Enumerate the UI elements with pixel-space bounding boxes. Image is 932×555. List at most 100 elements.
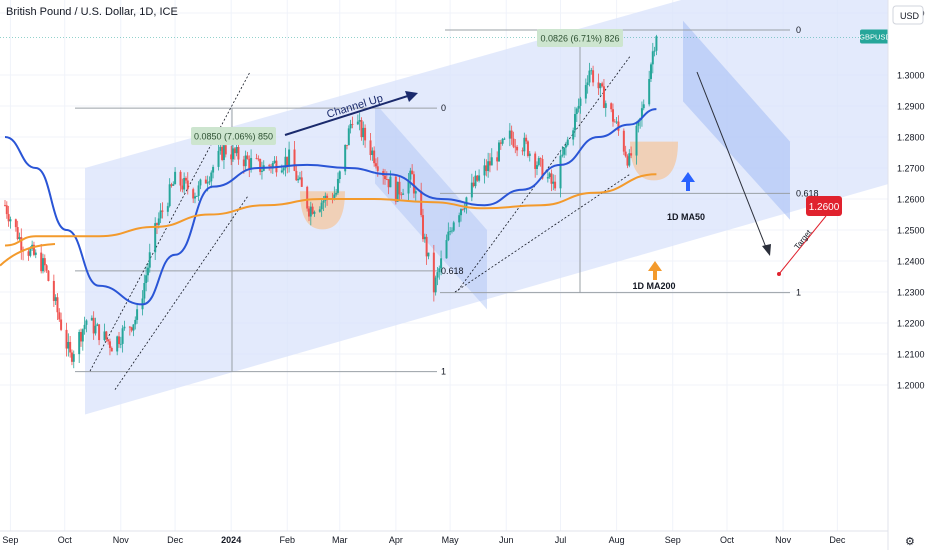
candle-body — [34, 252, 37, 255]
target-price-label: 1.2600 — [809, 202, 840, 213]
candle-body — [344, 144, 347, 172]
measure-label-left: 0.0850 (7.06%) 850 — [194, 132, 273, 142]
candle-body — [508, 130, 511, 139]
candle-body — [286, 156, 289, 166]
candle-body — [116, 336, 119, 352]
ma50-line — [4, 108, 657, 306]
candle-body — [231, 148, 234, 160]
candle-body — [154, 223, 157, 253]
candle-body — [499, 142, 502, 144]
candle-body — [604, 103, 607, 108]
candle-body — [41, 258, 44, 272]
drop-zone — [375, 102, 487, 310]
candle-body — [233, 148, 236, 154]
dotted-channel-lower-right — [454, 173, 631, 293]
candle-body — [586, 82, 589, 86]
candle-body — [170, 184, 173, 186]
candle-body — [438, 268, 441, 273]
candle-body — [155, 223, 158, 225]
candle-body — [20, 237, 23, 251]
y-tick-label: 1.3000 — [897, 71, 925, 81]
fib-0-right: 0 — [796, 25, 801, 35]
candle-body — [601, 83, 604, 87]
candle-body — [347, 128, 350, 146]
candle-body — [512, 138, 515, 147]
candle-body — [224, 145, 227, 155]
candle-body — [18, 237, 21, 240]
candle-body — [90, 317, 93, 321]
candle-body — [461, 209, 464, 210]
candle-body — [45, 265, 48, 271]
candle-body — [445, 240, 448, 259]
candle-body — [588, 70, 591, 83]
candle-body — [85, 320, 88, 325]
projection-arrowhead — [762, 244, 771, 256]
candle-body — [539, 158, 542, 160]
y-tick-label: 1.2000 — [897, 381, 925, 391]
candle-body — [389, 176, 392, 188]
candle-body — [123, 326, 126, 329]
candle-body — [7, 214, 10, 222]
y-tick-label: 1.2900 — [897, 102, 925, 112]
candle-body — [351, 123, 354, 125]
candle-body — [237, 147, 240, 160]
fib-0-left: 0 — [441, 103, 446, 113]
candle-body — [483, 165, 486, 176]
candle-body — [121, 328, 124, 344]
candle-body — [487, 161, 490, 172]
candle-body — [257, 158, 260, 160]
candle-body — [56, 297, 59, 313]
ma200-line — [4, 173, 657, 247]
candle-body — [628, 153, 631, 166]
candle-body — [309, 206, 312, 217]
y-tick-label: 1.2800 — [897, 133, 925, 143]
candle-body — [132, 324, 135, 331]
candle-body — [4, 205, 6, 206]
candle-body — [409, 170, 412, 180]
candle-body — [402, 193, 405, 195]
candle-body — [459, 209, 462, 216]
candle-body — [364, 127, 367, 141]
candle-body — [561, 154, 564, 156]
candle-body — [635, 125, 638, 156]
x-tick-label: Sep — [2, 535, 18, 545]
candle-body — [65, 329, 68, 349]
candle-body — [478, 175, 481, 181]
candle-body — [67, 341, 70, 349]
candle-body — [168, 184, 171, 207]
candle-body — [326, 195, 329, 199]
x-tick-label: Jul — [555, 535, 567, 545]
candle-body — [5, 205, 8, 215]
candle-body — [9, 219, 12, 222]
candle-body — [552, 181, 555, 184]
y-tick-label: 1.2400 — [897, 257, 925, 267]
candle-body — [521, 150, 524, 152]
candle-body — [559, 155, 562, 189]
candle-body — [119, 343, 122, 345]
candle-body — [537, 158, 540, 166]
candle-body — [204, 179, 207, 184]
candle-body — [622, 130, 625, 152]
candle-body — [199, 179, 202, 186]
candle-body — [597, 82, 600, 89]
candle-body — [14, 219, 17, 228]
candle-body — [318, 209, 321, 212]
candle-body — [398, 181, 401, 195]
candle-body — [432, 252, 435, 293]
candle-body — [345, 144, 348, 146]
candle-body — [79, 332, 82, 342]
candle-body — [449, 231, 452, 232]
y-tick-label: 1.2200 — [897, 319, 925, 329]
candle-body — [525, 137, 528, 142]
candle-body — [640, 108, 643, 119]
candle-body — [282, 168, 285, 171]
candle-body — [338, 171, 341, 179]
candle-body — [217, 150, 220, 167]
x-tick-label: Mar — [332, 535, 348, 545]
candle-body — [425, 236, 428, 257]
candle-body — [268, 165, 271, 167]
candle-body — [16, 227, 19, 240]
candle-body — [172, 184, 175, 186]
